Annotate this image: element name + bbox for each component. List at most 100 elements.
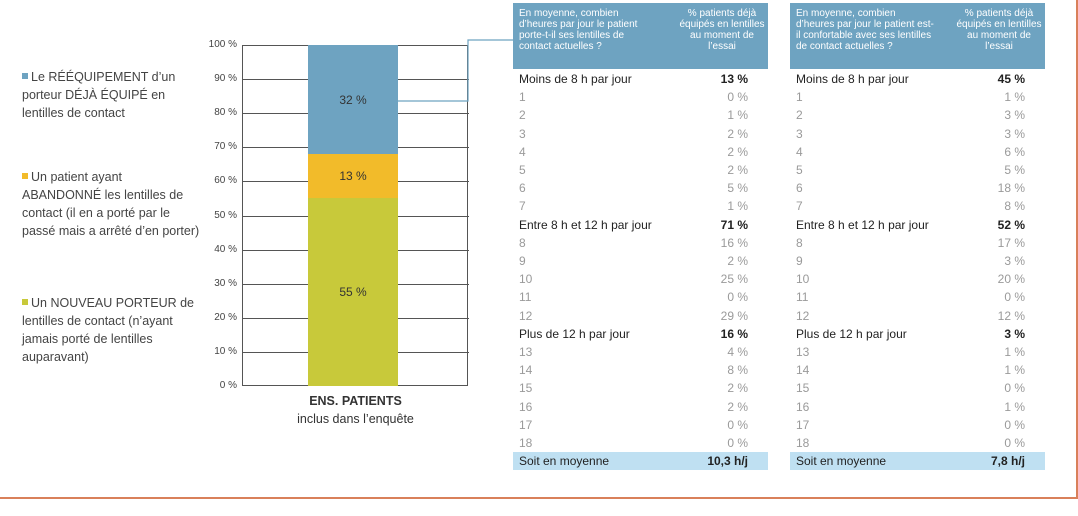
table-row: 1 1 % [790,88,1045,106]
y-tick-label: 80 % [214,107,237,119]
row-value: 5 % [727,181,748,196]
table-row: 14 8 % [513,361,768,379]
row-value: 0 % [1004,436,1025,450]
table-row: 9 2 % [513,252,768,270]
table-row: 16 2 % [513,398,768,416]
frame-right-line [1076,0,1078,499]
bar-segment [308,45,398,155]
legend-text-nouveau: Un NOUVEAU PORTEUR de lentilles de conta… [22,296,195,364]
row-value: 16 % [720,235,748,250]
legend-swatch-abandon [22,173,28,179]
header-percent: % patients déjà équipés en lentilles au … [679,8,765,52]
table-row: 16 1 % [790,398,1045,416]
row-value: 0 % [727,90,748,105]
row-label: 3 [796,126,803,141]
row-label: 18 [519,436,533,450]
row-value: 1 % [727,199,748,214]
row-label: Plus de 12 h par jour [519,326,630,341]
row-value: 1 % [1004,363,1025,378]
row-label: 16 [519,399,533,414]
y-tick-label: 90 % [214,73,237,85]
table-row: 2 3 % [790,106,1045,124]
bar-segment [308,198,398,386]
table-row: 4 6 % [790,143,1045,161]
row-value: 2 % [727,163,748,177]
row-value: 7,8 h/j [990,454,1025,469]
table-row: 12 29 % [513,307,768,325]
row-label: Moins de 8 h par jour [796,72,909,86]
table-row: 18 0 % [513,434,768,452]
row-label: 1 [796,90,803,105]
frame-bottom-line [0,497,1078,499]
y-tick-label: 20 % [214,311,237,323]
table-row: 1 0 % [513,88,768,106]
summary-row: Plus de 12 h par jour 16 % [513,325,768,343]
row-label: 3 [519,126,526,141]
row-label: 10 [519,272,533,287]
row-value: 13 % [720,72,748,86]
row-value: 0 % [1004,381,1025,396]
row-value: 10,3 h/j [707,454,748,469]
summary-row: Entre 8 h et 12 h par jour 71 % [513,216,768,234]
bar-segment [308,154,398,199]
row-value: 0 % [1004,290,1025,305]
row-value: 18 % [997,181,1025,196]
table-header: En moyenne, combien d’heures par jour le… [513,3,768,69]
table-row: 8 17 % [790,234,1045,252]
y-tick-label: 100 % [208,39,237,50]
row-value: 6 % [1004,144,1025,159]
row-label: 17 [519,417,533,432]
row-label: 8 [519,235,526,250]
table-row: 13 4 % [513,343,768,361]
table-row: 3 2 % [513,125,768,143]
row-label: 15 [796,381,810,396]
row-label: 6 [796,181,803,196]
table-row: 3 3 % [790,125,1045,143]
table-row: 4 2 % [513,143,768,161]
table-row: 18 0 % [790,434,1045,452]
row-label: 4 [796,144,803,159]
row-value: 0 % [1004,417,1025,432]
row-value: 1 % [1004,399,1025,414]
row-value: 29 % [720,308,748,323]
row-label: Moins de 8 h par jour [519,72,632,86]
table-row: 17 0 % [790,416,1045,434]
legend-text-reequipement: Le RÉÉQUIPEMENT d’un porteur DÉJÀ ÉQUIPÉ… [22,70,176,120]
average-row: Soit en moyenne 10,3 h/j [513,452,768,471]
row-label: 1 [519,90,526,105]
table-row: 15 0 % [790,379,1045,397]
row-label: 5 [796,163,803,177]
row-label: Entre 8 h et 12 h par jour [796,217,929,232]
row-label: 6 [519,181,526,196]
row-value: 52 % [997,217,1025,232]
summary-row: Entre 8 h et 12 h par jour 52 % [790,216,1045,234]
row-label: 7 [796,199,803,214]
x-axis-sublabel: inclus dans l’enquête [297,412,414,426]
row-label: 2 [796,108,803,123]
row-value: 0 % [727,436,748,450]
row-value: 16 % [720,326,748,341]
row-value: 2 % [727,399,748,414]
table-row: 11 0 % [790,288,1045,306]
y-tick-label: 70 % [214,141,237,153]
header-question: En moyenne, combien d’heures par jour le… [796,8,934,52]
y-tick-label: 50 % [214,209,237,221]
summary-row: Moins de 8 h par jour 45 % [790,70,1045,88]
row-value: 12 % [997,308,1025,323]
row-value: 4 % [727,345,748,359]
row-value: 3 % [1004,254,1025,268]
table-row: 5 5 % [790,161,1045,179]
row-value: 2 % [727,144,748,159]
row-label: 16 [796,399,810,414]
legend-item-abandon: Un patient ayant ABANDONNÉ les lentilles… [22,168,200,240]
row-value: 1 % [727,108,748,123]
row-label: 12 [519,308,533,323]
table-row: 5 2 % [513,161,768,179]
row-value: 3 % [1004,108,1025,123]
table-row: 15 2 % [513,379,768,397]
row-label: 12 [796,308,810,323]
average-row: Soit en moyenne 7,8 h/j [790,452,1045,471]
y-tick-label: 40 % [214,243,237,255]
row-value: 25 % [720,272,748,287]
row-value: 8 % [1004,199,1025,214]
